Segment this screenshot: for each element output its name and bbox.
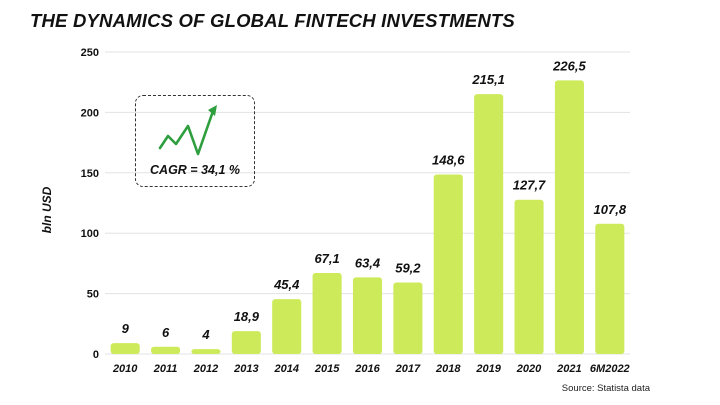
bar bbox=[312, 272, 342, 354]
data-label: 215,1 bbox=[471, 72, 505, 87]
cagr-value: CAGR = 34,1 % bbox=[150, 163, 240, 177]
bar bbox=[231, 331, 261, 354]
data-label: 107,8 bbox=[594, 202, 627, 217]
data-label: 63,4 bbox=[355, 255, 381, 270]
x-tick-label: 2017 bbox=[395, 363, 421, 375]
bar bbox=[191, 349, 221, 354]
bar bbox=[595, 223, 625, 354]
data-label: 59,2 bbox=[395, 260, 421, 275]
data-label: 226,5 bbox=[552, 58, 586, 73]
x-tick-label: 2015 bbox=[314, 363, 340, 375]
chart-title: THE DYNAMICS OF GLOBAL FINTECH INVESTMEN… bbox=[30, 10, 515, 31]
data-label: 127,7 bbox=[513, 178, 546, 193]
data-label: 6 bbox=[162, 325, 170, 340]
bar bbox=[474, 94, 504, 354]
y-tick-label: 0 bbox=[93, 349, 99, 361]
x-tick-label: 2014 bbox=[273, 363, 298, 375]
y-tick-label: 250 bbox=[81, 47, 99, 59]
x-tick-label: 2013 bbox=[233, 363, 258, 375]
x-tick-label: 2020 bbox=[516, 363, 542, 375]
cagr-callout: CAGR = 34,1 % bbox=[135, 95, 255, 187]
x-tick-label: 2018 bbox=[435, 363, 461, 375]
data-label: 4 bbox=[201, 327, 210, 342]
bar bbox=[352, 277, 383, 354]
data-label: 67,1 bbox=[314, 251, 339, 266]
x-tick-label: 6M2022 bbox=[590, 363, 630, 375]
trend-up-arrow-icon bbox=[158, 105, 217, 156]
x-tick-label: 2011 bbox=[153, 363, 178, 375]
x-tick-label: 2010 bbox=[112, 363, 138, 375]
x-tick-label: 2012 bbox=[193, 363, 218, 375]
data-label: 9 bbox=[122, 321, 130, 336]
y-tick-label: 100 bbox=[81, 228, 99, 240]
bar bbox=[110, 343, 140, 354]
bar bbox=[393, 282, 423, 354]
data-label: 18,9 bbox=[234, 309, 260, 324]
bar bbox=[514, 199, 544, 354]
x-tick-label: 2016 bbox=[354, 363, 380, 375]
y-tick-label: 50 bbox=[87, 289, 99, 301]
y-tick-label: 150 bbox=[81, 168, 99, 180]
bar bbox=[272, 299, 302, 354]
y-tick-label: 200 bbox=[81, 107, 99, 119]
x-tick-label: 2019 bbox=[475, 363, 501, 375]
x-tick-label: 2021 bbox=[556, 363, 581, 375]
data-label: 148,6 bbox=[432, 152, 465, 167]
source-note: Source: Statista data bbox=[561, 383, 650, 394]
bar bbox=[433, 174, 463, 354]
data-label: 45,4 bbox=[273, 277, 300, 292]
bar bbox=[151, 346, 181, 354]
bar bbox=[554, 80, 584, 354]
